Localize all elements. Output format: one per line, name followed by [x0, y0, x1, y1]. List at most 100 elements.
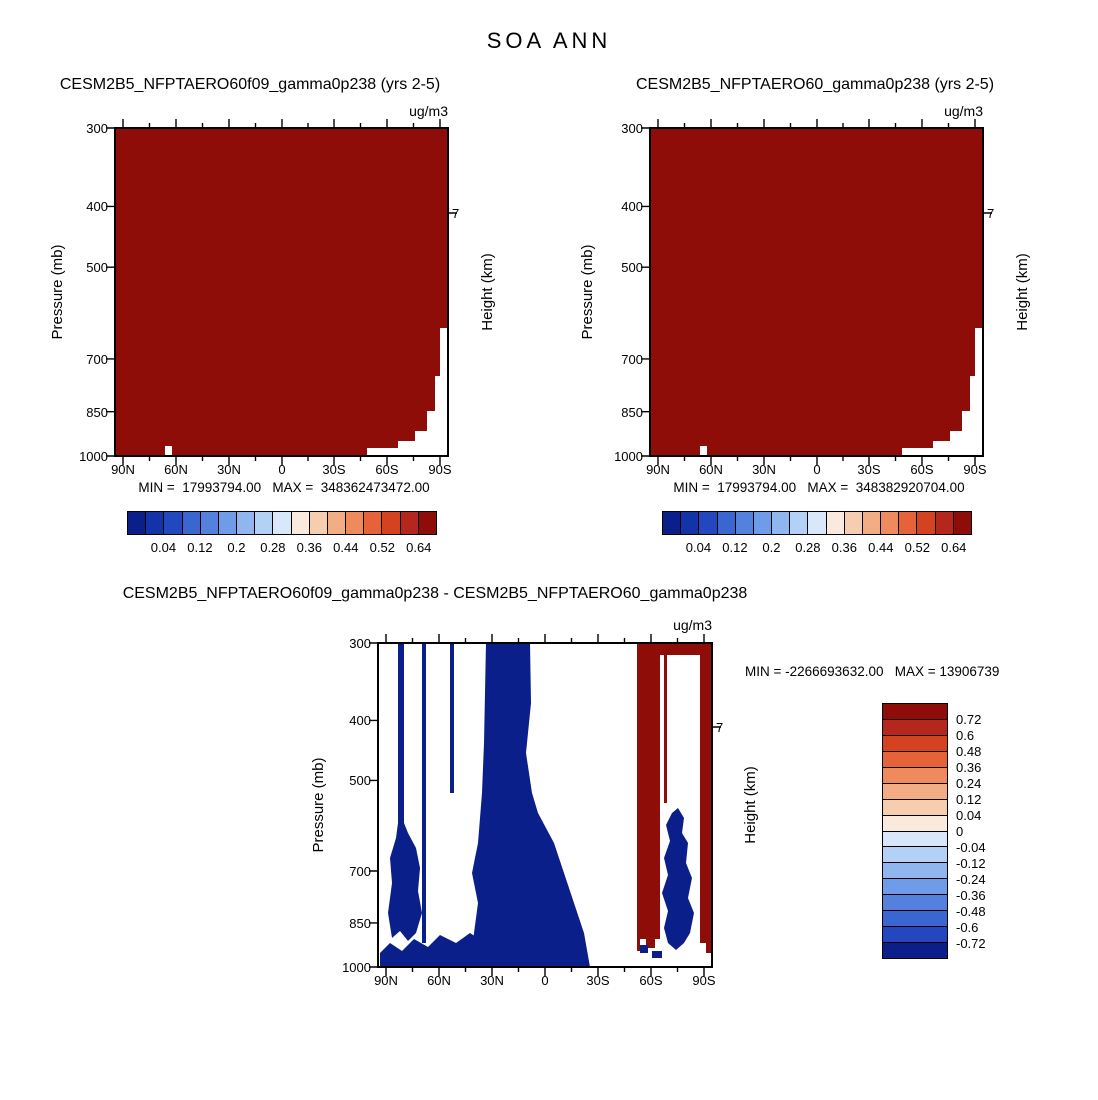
colorbar-label: 0.36	[296, 540, 322, 555]
pressure-latitude-plot-right	[641, 119, 992, 465]
pressure-latitude-plot-diff	[369, 634, 721, 976]
x-tick-label: 60N	[164, 462, 188, 477]
colorbar-label: 0.2	[227, 540, 246, 555]
colorbar-label: 0.72	[956, 712, 982, 727]
colorbar-label: 0.2	[762, 540, 781, 555]
x-tick-label: 90N	[111, 462, 135, 477]
colorbar-label: -0.04	[956, 840, 986, 855]
colorbar-cell	[882, 942, 948, 959]
y-tick-label: 300	[86, 121, 108, 136]
colorbar-label: 0.24	[956, 776, 982, 791]
field-fill	[651, 129, 982, 455]
x-tick-label: 30S	[857, 462, 881, 477]
x-tick-label: 90N	[646, 462, 670, 477]
colorbar-label: 0.44	[333, 540, 359, 555]
y-tick-label: 300	[621, 121, 643, 136]
x-tick-label: 0	[278, 462, 286, 477]
colorbar-right	[662, 511, 972, 535]
y-tick-label: 1000	[342, 960, 371, 975]
x-tick-label: 30N	[480, 973, 504, 988]
x-tick-label: 90N	[374, 973, 398, 988]
y-tick-label: 1000	[614, 449, 643, 464]
x-tick-label: 90S	[692, 973, 716, 988]
x-tick-label: 0	[813, 462, 821, 477]
y-tick-label: 850	[349, 916, 371, 931]
y-tick-label: 500	[86, 260, 108, 275]
colorbar-label: 0.12	[722, 540, 748, 555]
colorbar-diff	[882, 703, 948, 959]
field-gap	[367, 328, 448, 456]
colorbar-label: 0.44	[868, 540, 894, 555]
minmax-text: MIN = -2266693632.00 MAX = 13906739	[745, 664, 1000, 679]
x-tick-label: 90S	[963, 462, 987, 477]
page-title: SOA ANN	[486, 28, 612, 53]
plot-frame	[114, 127, 449, 457]
colorbar-label: -0.24	[956, 872, 986, 887]
x-tick-label: 30S	[322, 462, 346, 477]
x-tick-label: 30S	[586, 973, 610, 988]
colorbar-label: -0.6	[956, 920, 979, 935]
positive-diff-regions	[637, 643, 712, 953]
colorbar-label: 0.52	[904, 540, 930, 555]
colorbar-label: 0.28	[795, 540, 821, 555]
x-tick-label: 30N	[217, 462, 241, 477]
colorbar-label: 0.64	[941, 540, 967, 555]
tick-marks	[369, 634, 721, 976]
tick-marks	[641, 119, 992, 465]
plot-frame	[649, 127, 984, 457]
height-tick-label: 7	[716, 720, 724, 735]
y-tick-label: 850	[621, 405, 643, 420]
panel-left-units: ug/m3	[409, 103, 448, 119]
x-tick-label: 60S	[375, 462, 399, 477]
x-tick-label: 60S	[639, 973, 663, 988]
x-tick-label: 60S	[910, 462, 934, 477]
colorbar-left-labels: 0.04 0.12 0.2 0.28 0.36 0.44 0.52 0.64	[127, 540, 437, 556]
panel-left-title: CESM2B5_NFPTAERO60f09_gamma0p238 (yrs 2-…	[59, 76, 441, 93]
colorbar-label: 0.28	[260, 540, 286, 555]
colorbar-label: 0.04	[685, 540, 712, 555]
x-tick-label: 60N	[427, 973, 451, 988]
x-tick-label: 60N	[699, 462, 723, 477]
negative-diff-regions	[380, 643, 694, 967]
height-tick-label: 7	[987, 206, 995, 221]
y-tick-label: 700	[621, 352, 643, 367]
colorbar-label: 0.12	[187, 540, 213, 555]
pressure-latitude-plot-left	[106, 119, 457, 465]
minmax-text: MIN = 17993794.00 MAX = 348382920704.00	[673, 480, 965, 495]
x-tick-label: 90S	[428, 462, 452, 477]
plot-frame	[377, 642, 713, 968]
colorbar-cell	[417, 511, 437, 535]
panel-right-title: CESM2B5_NFPTAERO60_gamma0p238 (yrs 2-5)	[635, 76, 995, 93]
panel-diff-title: CESM2B5_NFPTAERO60f09_gamma0p238 - CESM2…	[122, 585, 748, 602]
minmax-text: MIN = 17993794.00 MAX = 348362473472.00	[138, 480, 430, 495]
x-tick-label: 0	[541, 973, 549, 988]
colorbar-label: 0.6	[956, 728, 975, 743]
colorbar-label: -0.48	[956, 904, 986, 919]
colorbar-label: 0.48	[956, 744, 982, 759]
colorbar-right-labels: 0.04 0.12 0.2 0.28 0.36 0.44 0.52 0.64	[662, 540, 972, 556]
field-fill	[116, 129, 447, 455]
colorbar-label: -0.72	[956, 936, 986, 951]
colorbar-label: 0.04	[150, 540, 177, 555]
field-gap-small	[165, 446, 172, 456]
y-tick-label: 1000	[79, 449, 108, 464]
y-tick-label: 850	[86, 405, 108, 420]
tick-marks	[106, 119, 457, 465]
colorbar-label: 0.12	[956, 792, 982, 807]
y-tick-label: 300	[349, 636, 371, 651]
colorbar-label: 0	[956, 824, 964, 839]
y-tick-label: 700	[86, 352, 108, 367]
x-tick-label: 30N	[752, 462, 776, 477]
colorbar-left	[127, 511, 437, 535]
colorbar-label: 0.64	[406, 540, 432, 555]
panel-right-units: ug/m3	[944, 103, 983, 119]
y-tick-label: 400	[621, 199, 643, 214]
colorbar-label: 0.36	[831, 540, 857, 555]
panel-diff-units: ug/m3	[673, 617, 712, 633]
field-gap-small	[700, 446, 707, 456]
field-gap	[902, 328, 983, 456]
